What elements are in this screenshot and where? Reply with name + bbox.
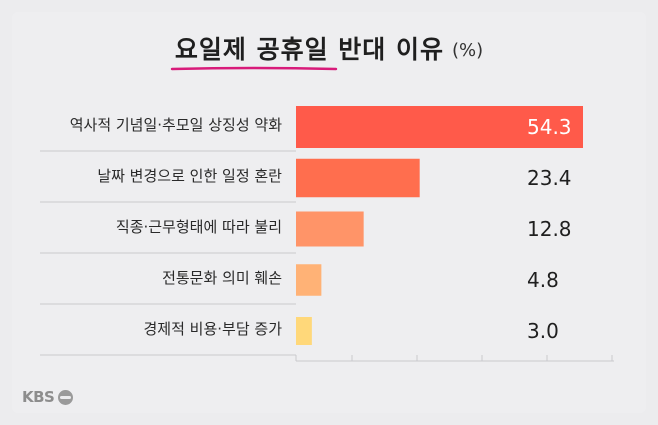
underline-stroke: [170, 66, 338, 71]
bar: [296, 317, 312, 345]
bar: [296, 106, 583, 148]
bar: [296, 158, 420, 198]
kbs-logo: KBS: [22, 388, 74, 406]
chart-title: 요일제 공휴일 반대 이유: [174, 35, 444, 64]
title-underline: [170, 66, 338, 71]
category-label: 직종·근무형태에 따라 불리: [116, 218, 282, 236]
logo-mark-icon: [58, 389, 74, 405]
value-label: 23.4: [527, 166, 572, 190]
bar: [296, 264, 322, 296]
category-label: 전통문화 의미 훼손: [162, 269, 282, 287]
logo-text: KBS: [22, 388, 55, 406]
unit-label: (%): [451, 40, 484, 61]
value-label: 12.8: [527, 217, 572, 241]
value-label: 54.3: [527, 115, 572, 139]
value-label: 3.0: [527, 319, 559, 343]
category-label: 경제적 비용·부담 증가: [143, 320, 282, 338]
title-area: 요일제 공휴일 반대 이유 (%): [0, 30, 658, 66]
chart-rows: 역사적 기념일·추모일 상징성 약화 54.3 날짜 변경으로 인한 일정 혼란 23…: [40, 106, 583, 356]
category-label: 역사적 기념일·추모일 상징성 약화: [70, 116, 282, 134]
x-axis: [295, 355, 614, 362]
category-label: 날짜 변경으로 인한 일정 혼란: [97, 167, 282, 185]
bar: [296, 211, 364, 247]
value-label: 4.8: [527, 268, 559, 292]
